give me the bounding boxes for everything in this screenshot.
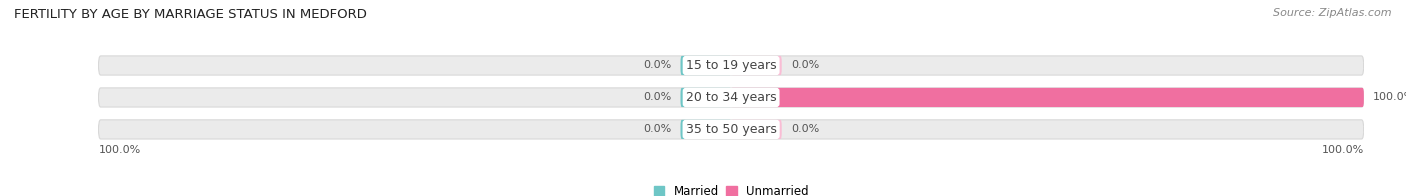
- Text: 0.0%: 0.0%: [643, 93, 671, 103]
- Text: FERTILITY BY AGE BY MARRIAGE STATUS IN MEDFORD: FERTILITY BY AGE BY MARRIAGE STATUS IN M…: [14, 8, 367, 21]
- Text: 20 to 34 years: 20 to 34 years: [686, 91, 776, 104]
- FancyBboxPatch shape: [731, 120, 782, 139]
- Text: 100.0%: 100.0%: [1322, 145, 1364, 155]
- FancyBboxPatch shape: [98, 56, 1364, 75]
- FancyBboxPatch shape: [98, 88, 1364, 107]
- FancyBboxPatch shape: [681, 88, 731, 107]
- Text: 0.0%: 0.0%: [643, 61, 671, 71]
- FancyBboxPatch shape: [681, 120, 731, 139]
- Text: 0.0%: 0.0%: [792, 124, 820, 134]
- Text: 0.0%: 0.0%: [792, 61, 820, 71]
- Legend: Married, Unmarried: Married, Unmarried: [654, 185, 808, 196]
- FancyBboxPatch shape: [731, 56, 782, 75]
- Text: Source: ZipAtlas.com: Source: ZipAtlas.com: [1274, 8, 1392, 18]
- FancyBboxPatch shape: [731, 88, 1364, 107]
- Text: 0.0%: 0.0%: [643, 124, 671, 134]
- Text: 15 to 19 years: 15 to 19 years: [686, 59, 776, 72]
- Text: 100.0%: 100.0%: [98, 145, 141, 155]
- FancyBboxPatch shape: [98, 120, 1364, 139]
- Text: 35 to 50 years: 35 to 50 years: [686, 123, 776, 136]
- FancyBboxPatch shape: [681, 56, 731, 75]
- Text: 100.0%: 100.0%: [1374, 93, 1406, 103]
